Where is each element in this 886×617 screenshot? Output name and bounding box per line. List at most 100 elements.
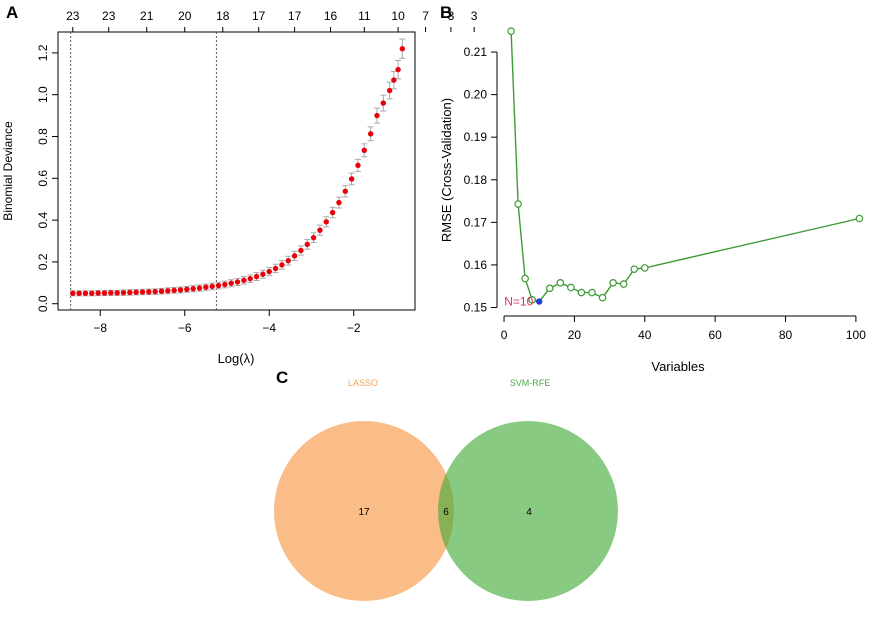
panel-a-top-tick-label: 11: [358, 9, 371, 23]
panel-b-rmse-plot: 0 20 40 60 80 100 0.15 0.16 0.17 0.18 0.19 0.20 0.2…: [439, 27, 866, 374]
panel-a-point: [95, 290, 101, 296]
panel-b-letter: B: [440, 3, 452, 22]
venn-svm-circle: [438, 421, 618, 601]
panel-a-point: [342, 188, 348, 194]
panel-a-point: [380, 100, 387, 106]
panel-a-ytick-label: 0.6: [36, 170, 50, 187]
panel-a-top-tick-label: 17: [252, 9, 266, 23]
panel-b-ytick-label: 0.15: [464, 300, 488, 314]
panel-a-top-tick-label: 20: [178, 9, 192, 23]
panel-a-point: [317, 227, 323, 233]
panel-a-point: [310, 234, 317, 241]
panel-b-rmse-line: [510, 31, 860, 303]
panel-b-optimal-point: [536, 298, 543, 305]
panel-a-point: [203, 284, 209, 290]
panel-a-top-tick-label: 16: [324, 9, 338, 23]
venn-lasso-label: LASSO: [348, 378, 378, 388]
panel-b-point: [619, 280, 628, 288]
panel-a-point: [76, 290, 82, 296]
panel-a-top-tick-label: 23: [66, 9, 80, 23]
panel-a-point: [241, 277, 247, 284]
panel-c-venn: LASSO SVM-RFE 17 6 4: [274, 378, 618, 601]
panel-a-point: [152, 288, 158, 295]
panel-a-point: [386, 87, 393, 94]
panel-b-point: [588, 288, 596, 297]
panel-a-ytick-label: 0.0: [36, 295, 50, 312]
panel-a-top-tick-label: 3: [471, 9, 478, 23]
panel-a-point: [165, 288, 171, 294]
panel-a-ytick-label: 1.0: [36, 86, 50, 103]
panel-a-ytick-label: 1.2: [36, 44, 50, 61]
panel-a-top-tick-label: 23: [102, 9, 116, 23]
panel-a-point: [108, 290, 114, 296]
panel-a-point: [139, 289, 146, 295]
panel-b-ytick-label: 0.18: [464, 173, 488, 187]
venn-lasso-circle: [274, 421, 454, 601]
panel-b-xlabel: Variables: [651, 359, 705, 374]
panel-b-xtick-label: 40: [638, 328, 652, 342]
panel-a-point: [133, 289, 139, 295]
panel-a-point: [336, 199, 342, 206]
venn-svm-only-count: 4: [526, 507, 532, 518]
panel-b-ytick-label: 0.19: [464, 130, 488, 144]
panel-b-point: [855, 214, 864, 223]
panel-b-ytick-label: 0.17: [464, 215, 488, 229]
panel-b-xtick-label: 0: [501, 328, 508, 342]
panel-a-lasso-plot: −8 −6 −4 −2 0.0 0.2 0.4 0.6 0.8 1.0 1.2 23 23 21 20 1…: [1, 9, 478, 366]
panel-a-xtick-label: −2: [347, 321, 361, 335]
panel-a-point: [279, 262, 285, 268]
panel-a-point: [228, 280, 234, 286]
panel-b-point: [521, 274, 529, 283]
panel-a-point: [291, 253, 298, 259]
panel-a-point: [222, 281, 228, 288]
panel-c-letter: C: [276, 368, 288, 387]
panel-b-xtick-label: 100: [846, 328, 866, 342]
panel-b-xtick-label: 20: [568, 328, 582, 342]
panel-a-point: [190, 285, 196, 292]
panel-a-point: [260, 271, 266, 277]
panel-a-point: [196, 285, 203, 291]
panel-a-top-tick-label: 18: [216, 9, 230, 23]
panel-b-ytick-label: 0.20: [464, 88, 488, 102]
panel-a-ytick-label: 0.8: [36, 128, 50, 145]
venn-svm-label: SVM-RFE: [510, 378, 551, 388]
panel-a-point: [348, 176, 355, 182]
panel-a-point: [253, 273, 260, 280]
panel-b-point: [567, 283, 575, 292]
panel-a-point: [361, 147, 368, 154]
panel-a-top-tick-label: 17: [288, 9, 302, 23]
panel-b-xtick-label: 60: [708, 328, 722, 342]
panel-b-xtick-label: 80: [779, 328, 793, 342]
panel-b-point: [640, 264, 649, 272]
panel-a-point: [391, 77, 397, 83]
panel-a-point: [70, 290, 76, 296]
panel-a-point: [184, 286, 190, 293]
panel-a-point: [247, 275, 253, 282]
panel-b-point: [507, 27, 515, 35]
panel-a-point: [272, 265, 279, 272]
panel-a-point: [89, 290, 95, 296]
panel-a-frame: [57, 31, 416, 311]
panel-b-ylabel: RMSE (Cross-Validation): [439, 98, 454, 242]
panel-a-top-tick-label: 7: [422, 9, 429, 23]
panel-a-point: [395, 66, 401, 73]
panel-b-point: [577, 288, 586, 297]
panel-a-point: [101, 290, 108, 296]
panel-a-letter: A: [6, 3, 18, 22]
panel-a-top-tick-label: 10: [391, 9, 405, 23]
panel-b-ytick-label: 0.21: [464, 45, 488, 59]
panel-a-point: [127, 289, 133, 296]
panel-a-point: [298, 247, 304, 254]
panel-b-point: [598, 293, 607, 302]
panel-b-point: [630, 265, 639, 273]
panel-a-point: [114, 290, 120, 296]
panel-a-point: [146, 289, 152, 295]
panel-a-xtick-label: −8: [93, 321, 107, 335]
panel-a-point: [285, 257, 291, 264]
panel-a-point: [82, 290, 89, 296]
panel-a-point: [323, 219, 329, 225]
panel-b-ytick-label: 0.16: [464, 258, 488, 272]
panel-a-point: [120, 289, 127, 296]
panel-a-point: [177, 287, 184, 293]
